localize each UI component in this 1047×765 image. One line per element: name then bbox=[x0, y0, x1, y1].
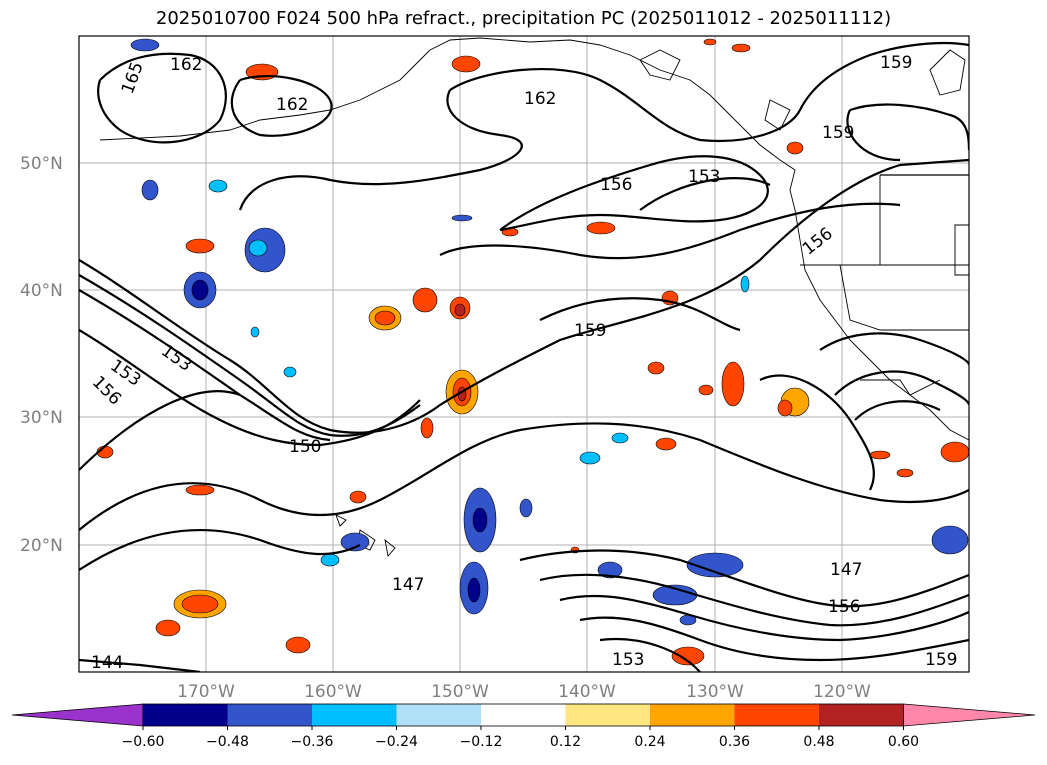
contour-label: 156 bbox=[600, 175, 632, 195]
contour-label: 159 bbox=[880, 53, 912, 73]
contour-label: 153 bbox=[612, 650, 644, 670]
lat-label: 30°N bbox=[20, 408, 63, 428]
colorbar-tick-label: −0.12 bbox=[460, 734, 503, 750]
contour-label: 162 bbox=[170, 55, 202, 75]
colorbar-extend-max bbox=[903, 703, 1036, 727]
contour-label: 147 bbox=[830, 560, 862, 580]
lon-label: 130°W bbox=[686, 682, 744, 702]
colorbar-tick-label: −0.60 bbox=[122, 734, 165, 750]
lon-label: 150°W bbox=[431, 682, 489, 702]
colorbar-tick-label: 0.24 bbox=[634, 734, 665, 750]
colorbar-cell bbox=[143, 704, 228, 726]
colorbar-cell bbox=[312, 704, 397, 726]
colorbar-frame bbox=[142, 703, 904, 727]
coastlines bbox=[99, 37, 969, 557]
map-frame bbox=[78, 35, 970, 673]
colorbar-cell bbox=[734, 704, 819, 726]
lat-label: 20°N bbox=[20, 536, 63, 556]
colorbar-cell bbox=[396, 704, 481, 726]
chart-title: 2025010700 F024 500 hPa refract., precip… bbox=[155, 8, 892, 29]
lon-label: 160°W bbox=[304, 682, 362, 702]
contour-label: 147 bbox=[392, 575, 424, 595]
colorbar-tick-label: −0.48 bbox=[206, 734, 249, 750]
lon-label: 170°W bbox=[177, 682, 235, 702]
colorbar-tick-label: 0.48 bbox=[803, 734, 834, 750]
lat-label: 50°N bbox=[20, 154, 63, 174]
colorbar-tick-label: 0.36 bbox=[719, 734, 750, 750]
contour-label: 150 bbox=[289, 437, 321, 457]
precip-positive bbox=[96, 38, 969, 666]
colorbar-tick-label: −0.24 bbox=[375, 734, 418, 750]
colorbar-cell bbox=[650, 704, 735, 726]
contour-label: 144 bbox=[91, 653, 123, 673]
colorbar: −0.60 −0.48 −0.36 −0.24 −0.12 0.12 0.24 0.36 0.4… bbox=[11, 703, 1036, 750]
map-area bbox=[79, 36, 969, 672]
contour-label: 159 bbox=[925, 650, 957, 670]
lon-label: 140°W bbox=[558, 682, 616, 702]
contour-label: 162 bbox=[524, 89, 556, 109]
precip-negative bbox=[130, 38, 969, 626]
contour-label: 156 bbox=[828, 597, 860, 617]
contour-label: 162 bbox=[276, 95, 308, 115]
contours bbox=[79, 41, 969, 672]
lon-label: 120°W bbox=[813, 682, 871, 702]
colorbar-cell bbox=[227, 704, 312, 726]
colorbar-cell bbox=[565, 704, 650, 726]
latitude-labels: 50°N 40°N 30°N 20°N bbox=[20, 154, 63, 556]
colorbar-tick-label: 0.60 bbox=[888, 734, 919, 750]
contour-label: 159 bbox=[822, 123, 854, 143]
colorbar-tick-label: −0.36 bbox=[291, 734, 334, 750]
lat-label: 40°N bbox=[20, 281, 63, 301]
colorbar-cell bbox=[819, 704, 904, 726]
colorbar-tick-label: 0.12 bbox=[550, 734, 581, 750]
contour-label: 159 bbox=[574, 321, 606, 341]
colorbar-cell bbox=[481, 704, 566, 726]
longitude-labels: 170°W 160°W 150°W 140°W 130°W 120°W bbox=[177, 682, 871, 702]
contour-label: 153 bbox=[688, 167, 720, 187]
colorbar-extend-min bbox=[11, 703, 144, 727]
